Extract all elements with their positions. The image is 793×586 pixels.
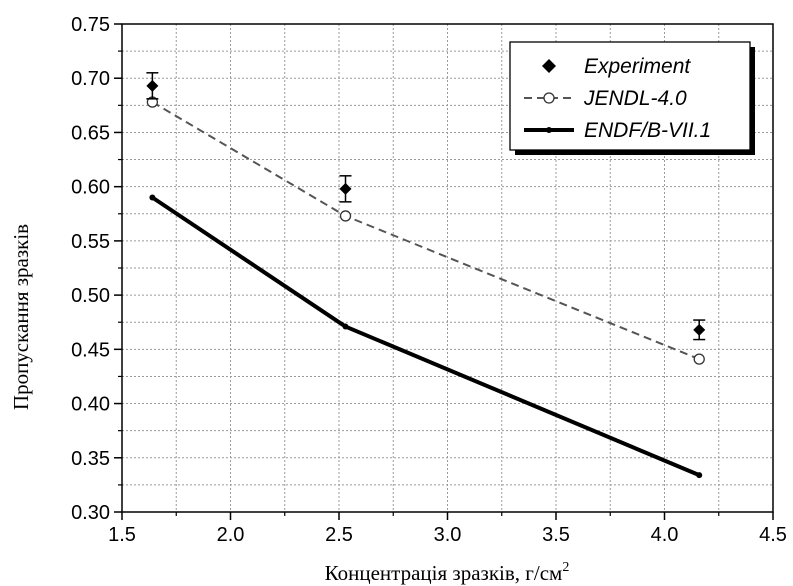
legend-experiment-label: Experiment — [584, 55, 691, 78]
legend-experiment-marker — [542, 59, 556, 73]
x-tick-label: 2.0 — [217, 524, 245, 546]
y-tick-label: 0.40 — [71, 394, 110, 416]
legend-endf-marker — [546, 127, 552, 133]
series-endf-point — [696, 472, 703, 479]
x-tick-label: 1.5 — [108, 524, 136, 546]
x-tick-label: 4.5 — [759, 524, 787, 546]
y-tick-label: 0.75 — [71, 14, 110, 36]
y-tick-label: 0.55 — [71, 231, 110, 253]
y-tick-label: 0.60 — [71, 177, 110, 199]
y-tick-label: 0.70 — [71, 68, 110, 90]
legend: Experiment JENDL-4.0 ENDF/B-VII.1 — [509, 41, 755, 155]
legend-jendl-marker — [543, 92, 555, 104]
y-tick-label: 0.35 — [71, 448, 110, 470]
y-tick-label: 0.65 — [71, 122, 110, 144]
legend-jendl-label: JENDL-4.0 — [583, 87, 687, 110]
series-endf-point — [342, 323, 349, 330]
series-endf-point — [149, 194, 156, 201]
series-experiment-point — [693, 323, 706, 336]
series-experiment-point — [146, 79, 159, 92]
y-axis-title: Пропускання зразків — [9, 224, 33, 410]
y-tick-label: 0.50 — [71, 285, 110, 307]
y-tick-label: 0.45 — [71, 339, 110, 361]
series-endf-line — [151, 195, 700, 477]
y-tick-label: 0.30 — [71, 502, 110, 524]
tick-labels: 1.5 2.0 2.5 3.0 3.5 4.0 4.5 0.30 0.35 0.40 0.45 0.5… — [71, 14, 787, 546]
x-axis-title-text: Концентрація зразків, г/см — [325, 561, 563, 585]
ticks — [114, 23, 774, 520]
x-tick-label: 4.0 — [651, 524, 679, 546]
series-jendl-point — [339, 210, 352, 222]
grid — [121, 23, 774, 513]
series — [146, 72, 706, 479]
x-tick-label: 2.5 — [325, 524, 353, 546]
legend-endf-label: ENDF/B-VII.1 — [584, 119, 711, 142]
x-axis-title-superscript: 2 — [562, 560, 569, 575]
x-tick-label: 3.5 — [542, 524, 570, 546]
series-jendl-point — [693, 353, 705, 365]
x-tick-label: 3.0 — [434, 524, 462, 546]
x-axis-title: Концентрація зразків, г/см2 — [325, 560, 570, 585]
series-experiment-point — [339, 182, 352, 195]
